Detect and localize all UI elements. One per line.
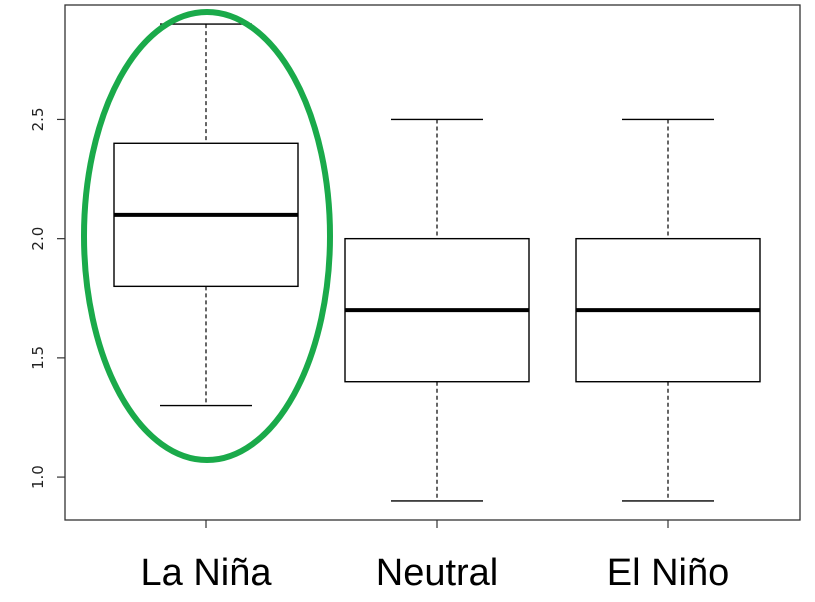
y-tick-label: 2.0 [29, 227, 47, 251]
plot-border [64, 4, 801, 521]
category-label: La Niña [141, 552, 273, 594]
x-axis: La Niña Neutral El Niño [141, 520, 730, 594]
box-2 [344, 118, 530, 502]
box-3 [575, 118, 761, 502]
boxes [113, 23, 761, 502]
y-tick-label: 1.0 [29, 465, 47, 489]
y-tick-label: 2.5 [29, 108, 47, 132]
category-label: Neutral [376, 552, 499, 594]
box-1 [113, 23, 299, 407]
y-axis: 1.0 1.5 2.0 2.5 [29, 108, 65, 489]
highlight-ellipse [81, 9, 333, 463]
plot-frame [64, 4, 801, 521]
y-tick-label: 1.5 [29, 346, 47, 370]
category-label: El Niño [607, 552, 730, 594]
highlight [81, 9, 333, 463]
